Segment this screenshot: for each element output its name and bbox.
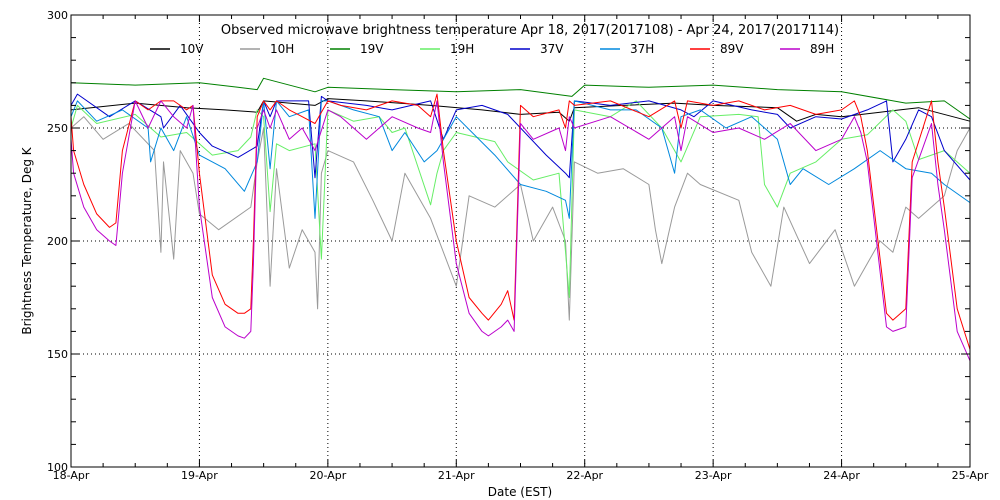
y-axis-label: Brightness Temperature, Deg K (20, 146, 34, 334)
x-tick-label: 21-Apr (438, 469, 475, 482)
chart-title: Observed microwave brightness temperatur… (221, 23, 839, 38)
x-tick-label: 22-Apr (566, 469, 603, 482)
series-line-10h (70, 116, 971, 321)
tick-layer: 18-Apr 19-Apr 20-Apr 21-Apr 22-Apr 23-Apr 24-A… (47, 9, 989, 482)
series-layer (70, 77, 971, 361)
x-tick-label: 19-Apr (181, 469, 218, 482)
x-tick-label: 18-Apr (53, 469, 90, 482)
legend-label-37h: 37H (630, 42, 654, 56)
series-line-19v (70, 77, 971, 120)
series-line-89v (70, 93, 971, 350)
legend-label-19h: 19H (450, 42, 474, 56)
x-tick-label: 23-Apr (695, 469, 732, 482)
x-tick-label: 24-Apr (823, 469, 860, 482)
legend-label-10h: 10H (270, 42, 294, 56)
legend-label-89h: 89H (810, 42, 834, 56)
series-line-37h (70, 100, 971, 219)
legend-label-19v: 19V (360, 42, 384, 56)
legend-label-10v: 10V (180, 42, 204, 56)
series-line-37v (70, 93, 971, 181)
legend-label-37v: 37V (540, 42, 564, 56)
y-tick-label: 200 (47, 235, 68, 248)
series-line-89h (70, 100, 971, 361)
x-tick-label: 20-Apr (309, 469, 346, 482)
legend-label-89v: 89V (720, 42, 744, 56)
y-tick-label: 250 (47, 122, 68, 135)
legend: 10V 10H 19V 19H 37V 37H 89V 89H (150, 42, 834, 56)
y-tick-label: 100 (47, 461, 68, 474)
x-tick-label: 25-Apr (952, 469, 989, 482)
y-tick-label: 300 (47, 9, 68, 22)
y-tick-label: 150 (47, 348, 68, 361)
grid-layer (71, 15, 970, 467)
x-axis-label: Date (EST) (488, 485, 552, 499)
series-line-19h (70, 100, 971, 298)
